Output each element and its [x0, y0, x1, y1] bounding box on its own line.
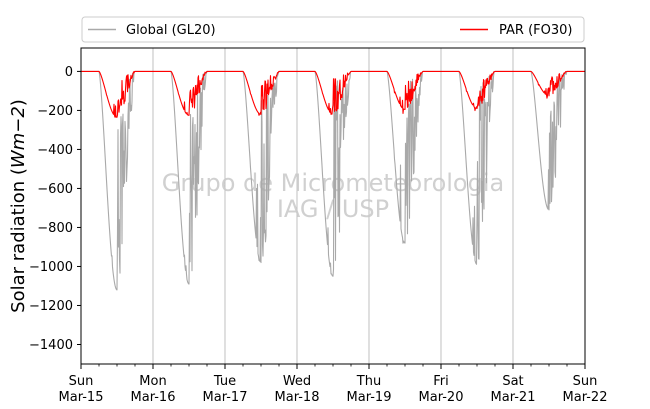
y-tick-label: 0 [65, 65, 73, 80]
watermark-line-2: IAG / USP [277, 195, 389, 223]
legend-frame [81, 16, 585, 43]
series-line-par [80, 70, 586, 118]
x-tick-label-date: Mar-18 [275, 390, 320, 405]
y-tick-label: −200 [37, 104, 73, 119]
x-tick-label-day: Thu [356, 374, 381, 389]
x-tick-label-day: Sat [502, 374, 523, 389]
y-tick-label: −600 [37, 182, 73, 197]
y-tick-label: −800 [37, 221, 73, 236]
legend: Global (GL20) PAR (FO30) [81, 16, 585, 43]
watermark: Grupo de Micrometeorologia IAG / USP [162, 169, 504, 223]
watermark-line-1: Grupo de Micrometeorologia [162, 169, 504, 197]
x-tick-label-date: Mar-20 [419, 390, 464, 405]
x-tick-label-date: Mar-21 [491, 390, 536, 405]
x-tick-label-date: Mar-16 [131, 390, 176, 405]
series-par-fo30 [80, 70, 586, 118]
y-tick-label: −1400 [29, 338, 73, 353]
x-tick-label-date: Mar-17 [203, 390, 248, 405]
x-tick-label-day: Sun [573, 374, 598, 389]
y-tick-label: −1200 [29, 299, 73, 314]
y-tick-label: −1000 [29, 260, 73, 275]
x-tick-label-day: Tue [213, 374, 236, 389]
x-tick-label-date: Mar-22 [563, 390, 608, 405]
y-axis: 0 −200 −400 −600 −800 −1000 −1200 −1400 [29, 65, 81, 353]
y-axis-label: Solar radiation (Wm−2) [8, 99, 29, 313]
plot-area: Grupo de Micrometeorologia IAG / USP [80, 47, 586, 365]
x-tick-label-date: Mar-19 [347, 390, 392, 405]
x-tick-label-day: Sun [69, 374, 94, 389]
y-tick-label: −400 [37, 143, 73, 158]
x-tick-label-day: Wed [283, 374, 311, 389]
legend-label-global: Global (GL20) [126, 23, 216, 38]
x-tick-label-day: Mon [139, 374, 166, 389]
x-axis: SunMar-15MonMar-16TueMar-17WedMar-18ThuM… [59, 364, 608, 405]
grid-lines [152, 48, 514, 364]
x-tick-label-date: Mar-15 [59, 390, 104, 405]
legend-label-par: PAR (FO30) [499, 23, 572, 38]
x-tick-label-day: Fri [433, 374, 449, 389]
